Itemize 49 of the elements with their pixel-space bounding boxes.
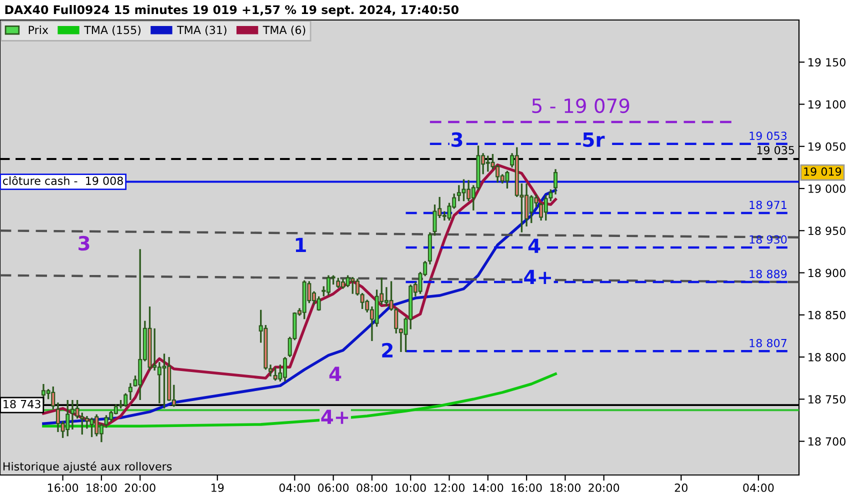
y-tick-label: 18 850: [808, 310, 846, 320]
annotation: 4: [528, 238, 540, 253]
x-tick-label: 06:00: [318, 484, 349, 492]
y-tick-label: 18 750: [808, 395, 846, 404]
annotation: 3: [452, 132, 462, 147]
annotation: 1: [296, 238, 306, 252]
y-tick-label: 18 700: [808, 437, 846, 446]
y-tick-label: 18 950: [808, 226, 846, 236]
x-tick-label: 08:00: [356, 484, 388, 492]
y-tick-label: 18 900: [808, 268, 846, 278]
y-tick-label: 18 800: [808, 353, 846, 362]
y-tick-label: 19 100: [808, 100, 846, 109]
y-tick-label: 19 150: [808, 58, 846, 67]
annotation: 2: [382, 342, 392, 358]
text: 19 019: [804, 167, 842, 176]
annotation: Historique ajusté aux rollovers: [3, 462, 172, 473]
legend-label: TMA (31): [176, 26, 226, 36]
x-tick-label: 12:00: [434, 484, 465, 492]
annotation: 5r: [583, 132, 605, 147]
x-tick-label: 18:00: [550, 484, 580, 492]
ref-line-label: 19 035: [757, 146, 794, 154]
x-tick-label: 14:00: [473, 484, 504, 492]
x-tick-label: 19: [212, 484, 224, 492]
data-label: 19 053: [750, 132, 787, 140]
annotation: 5 - 19 079: [532, 98, 630, 114]
x-tick-label: 18:00: [86, 484, 117, 492]
data-label: 18 807: [750, 338, 786, 348]
y-tick-label: 19 050: [808, 142, 846, 151]
annotation: 4+: [321, 410, 348, 424]
y-tick-label: 19 000: [808, 184, 846, 193]
data-label: 18 889: [750, 270, 787, 278]
x-tick-label: 16:00: [48, 484, 78, 492]
x-tick-label: 16:00: [512, 484, 542, 492]
legend-label: Prix: [28, 26, 48, 34]
x-tick-label: 20:00: [588, 484, 620, 492]
chart-title: DAX40 Full0924 15 minutes 19 019 +1,57 % 19 sept. 2024, 17:40:50: [5, 5, 458, 16]
ref-line-label: 18 743: [4, 400, 40, 408]
x-tick-label: 04:00: [279, 484, 310, 492]
annotation: 4: [329, 366, 342, 381]
legend-label: TMA (155): [84, 26, 140, 36]
annotation: 3: [78, 236, 90, 251]
annotation: 4+: [524, 270, 551, 284]
x-tick-label: 20: [674, 484, 688, 492]
ref-line-label: clôture cash - 19 008: [3, 176, 123, 185]
x-tick-label: 10:00: [396, 484, 426, 492]
legend-label: TMA (6): [262, 26, 306, 36]
x-tick-label: 20:00: [124, 484, 156, 492]
data-label: 18 971: [750, 200, 786, 210]
x-tick-label: 04:00: [743, 484, 774, 492]
